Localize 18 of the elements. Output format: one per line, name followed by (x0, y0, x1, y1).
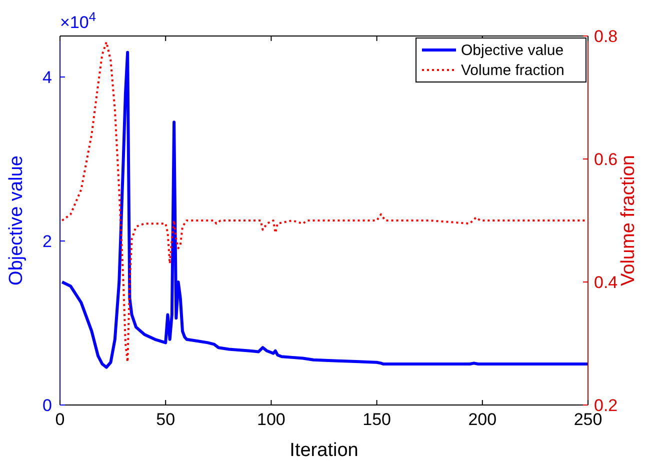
y-axis-title: Objective value (6, 156, 27, 286)
x-tick-label: 100 (257, 410, 286, 429)
y2-tick-label: 0.6 (594, 150, 618, 169)
y2-tick-label: 0.8 (594, 27, 618, 46)
y2-tick-label: 0.4 (594, 273, 618, 292)
x-tick-label: 150 (362, 410, 391, 429)
y-tick-label: 2 (42, 232, 52, 251)
legend-label: Objective value (461, 42, 564, 59)
y2-axis-title: Volume fraction (618, 155, 639, 286)
y-tick-label: 4 (42, 68, 52, 87)
y-tick-label: 0 (42, 396, 52, 415)
legend-label: Volume fraction (461, 62, 564, 79)
text: ×10$^{4}$ (60, 8, 96, 32)
x-tick-label: 0 (55, 410, 65, 429)
x-tick-label: 200 (468, 410, 497, 429)
x-axis-title: Iteration (290, 440, 358, 461)
x-tick-label: 50 (156, 410, 176, 429)
x-tick-label: 250 (574, 410, 602, 429)
